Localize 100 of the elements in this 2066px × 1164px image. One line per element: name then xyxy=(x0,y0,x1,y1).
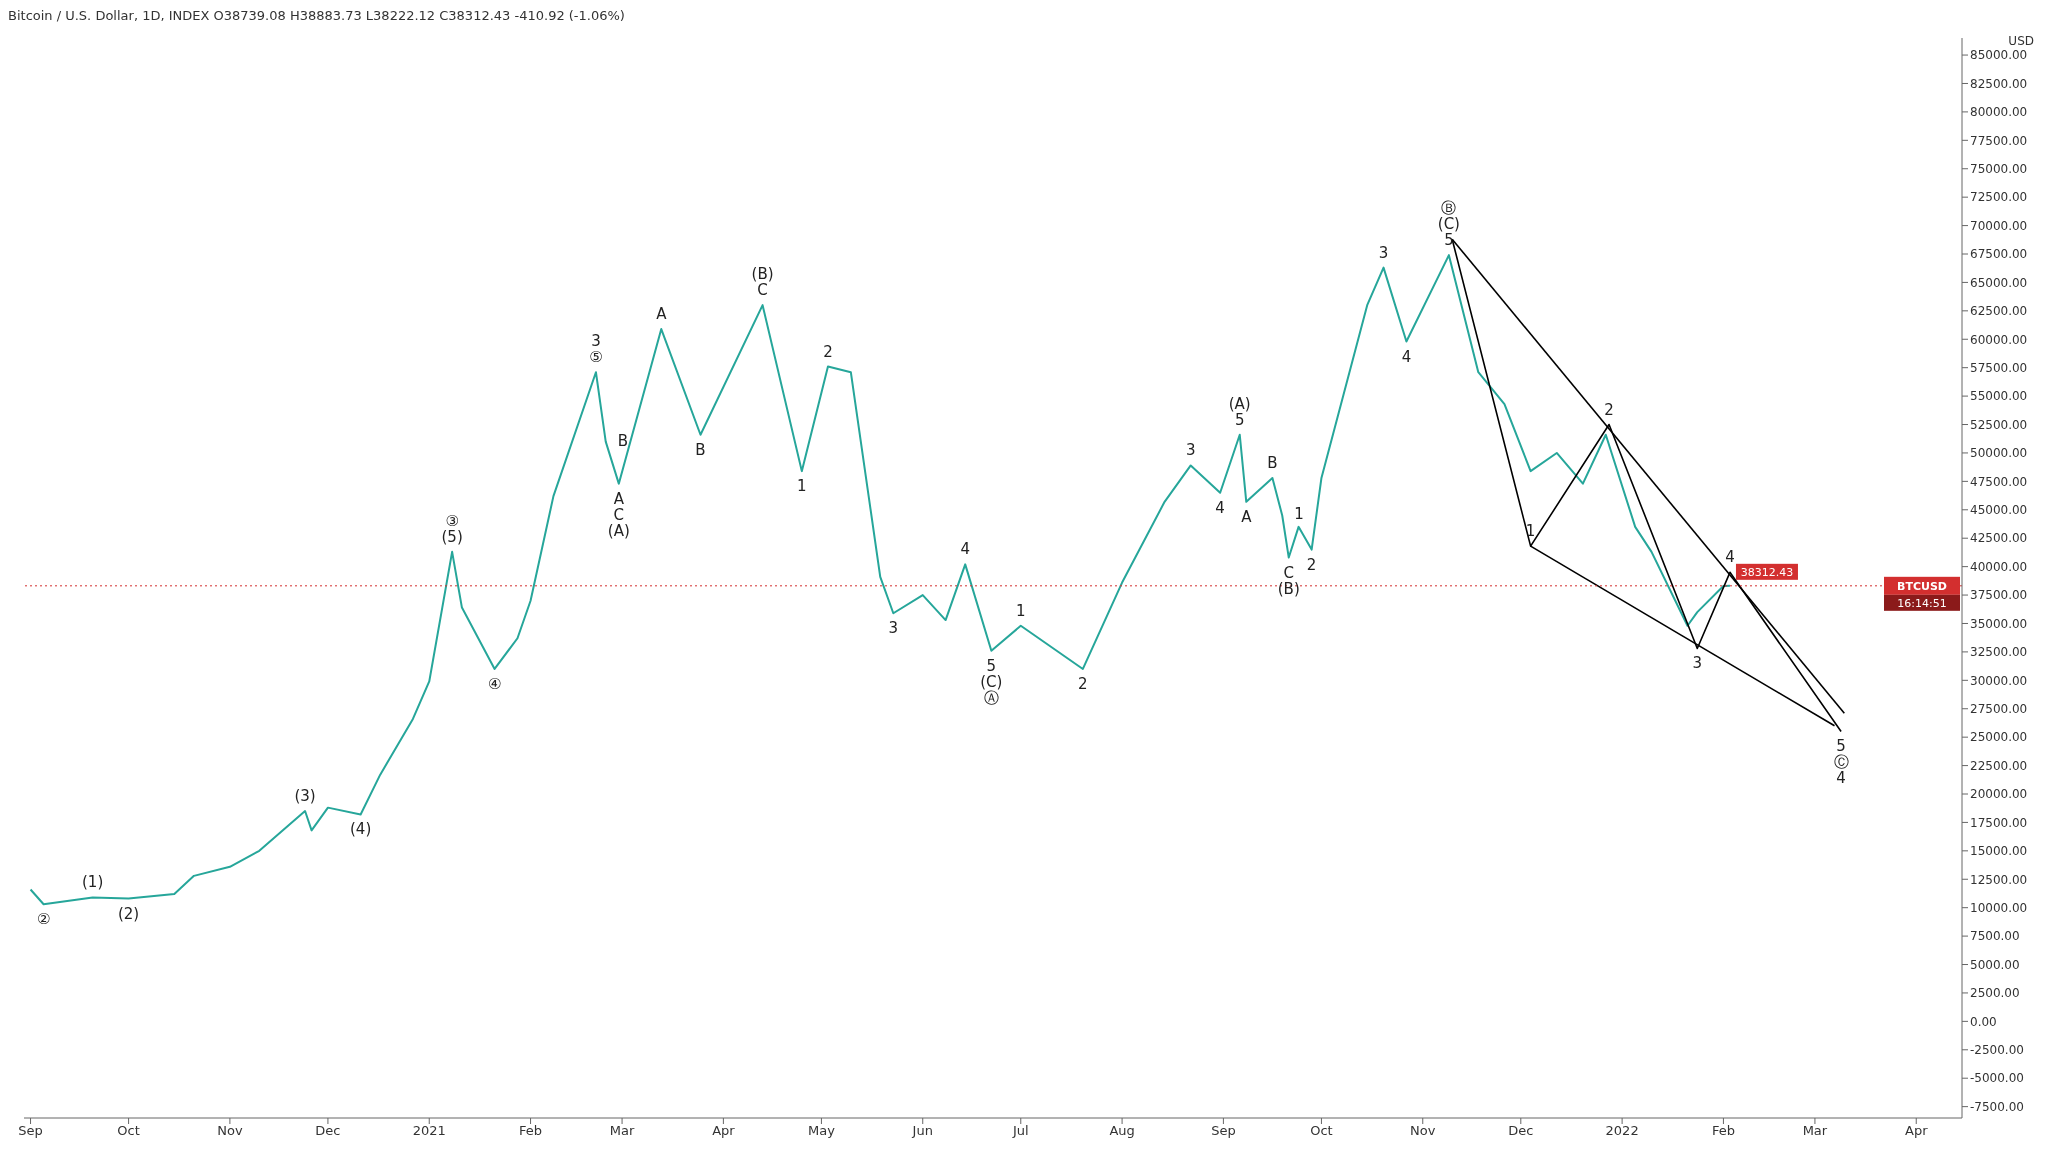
y-tick-label: 45000.00 xyxy=(1970,503,2028,518)
annotation: (C) xyxy=(1437,215,1460,234)
y-tick-label: 70000.00 xyxy=(1970,218,2028,233)
annotation: (4) xyxy=(349,820,372,839)
annotation: 4 xyxy=(960,540,970,559)
y-tick-label: 40000.00 xyxy=(1970,559,2028,574)
y-tick-label: 60000.00 xyxy=(1970,332,2028,347)
annotation: 3 xyxy=(888,619,899,638)
annotation: (A) xyxy=(607,521,630,540)
annotation: B xyxy=(617,431,629,450)
chart-title: Bitcoin / U.S. Dollar, 1D, INDEX O38739.08 H38883.73 L38222.12 C38312.43 -410.92 (-1.06%) xyxy=(8,8,626,25)
y-tick-label: 57500.00 xyxy=(1970,360,2028,375)
x-tick-label: Mar xyxy=(1802,1123,1828,1139)
annotation: (5) xyxy=(441,527,463,546)
y-tick-label: 77500.00 xyxy=(1970,133,2028,148)
y-tick-label: 75000.00 xyxy=(1970,162,2028,176)
annotation: B xyxy=(695,440,706,459)
annotation: (C) xyxy=(980,672,1003,691)
y-tick-label: 62500.00 xyxy=(1970,304,2028,319)
annotation: 3 xyxy=(1692,654,1703,673)
x-tick-label: 2022 xyxy=(1605,1123,1639,1139)
y-tick-label: 12500.00 xyxy=(1970,872,2028,887)
annotation: 3 xyxy=(1185,441,1196,460)
ref-line-label: BTCUSD xyxy=(1897,579,1947,593)
y-tick-label: 32500.00 xyxy=(1970,645,2028,660)
y-tick-label: 22500.00 xyxy=(1970,758,2028,773)
x-tick-label: Apr xyxy=(712,1123,736,1139)
y-tick-label: 80000.00 xyxy=(1970,105,2028,120)
x-tick-label: Dec xyxy=(315,1123,341,1139)
annotation: (1) xyxy=(82,873,104,892)
y-tick-label: 27500.00 xyxy=(1970,702,2028,716)
annotation: 16:14:51 xyxy=(1897,596,1947,610)
y-tick-label: -2500.00 xyxy=(1970,1043,2024,1058)
x-tick-label: Nov xyxy=(217,1123,243,1139)
annotation: (B) xyxy=(751,265,774,284)
annotation: 3 xyxy=(1378,243,1389,262)
annotation: 5 xyxy=(1234,410,1245,429)
y-tick-label: 2500.00 xyxy=(1970,986,2020,1001)
y-axis-title: USD xyxy=(2008,33,2034,48)
annotation: 2 xyxy=(1078,674,1088,693)
annotation: (A) xyxy=(1228,394,1251,413)
y-tick-label: 67500.00 xyxy=(1970,247,2028,262)
y-tick-label: 72500.00 xyxy=(1970,190,2028,205)
annotation: 3 xyxy=(591,332,601,351)
annotation: 4 xyxy=(1725,548,1735,567)
y-tick-label: 82500.00 xyxy=(1970,76,2028,91)
annotation: 2 xyxy=(1604,400,1614,419)
annotation: ⑤ xyxy=(589,348,603,367)
annotation: C xyxy=(757,281,768,300)
annotation: 1 xyxy=(797,477,807,496)
y-tick-label: 37500.00 xyxy=(1970,588,2028,603)
x-tick-label: Dec xyxy=(1508,1123,1534,1139)
x-tick-label: May xyxy=(807,1123,836,1139)
y-tick-label: 17500.00 xyxy=(1970,815,2028,830)
annotation: ② xyxy=(36,910,51,929)
y-tick-label: 52500.00 xyxy=(1970,417,2028,432)
y-tick-label: 55000.00 xyxy=(1970,389,2028,404)
x-tick-label: 2021 xyxy=(412,1123,446,1139)
x-tick-label: Aug xyxy=(1109,1123,1135,1139)
annotation: (B) xyxy=(1277,579,1300,598)
annotation: Ⓑ xyxy=(1441,199,1457,218)
x-tick-label: Sep xyxy=(18,1123,43,1139)
annotation: 1 xyxy=(1016,601,1026,620)
y-tick-label: 15000.00 xyxy=(1970,844,2028,859)
annotation: ④ xyxy=(487,674,502,693)
y-tick-label: 65000.00 xyxy=(1970,275,2028,290)
annotation: B xyxy=(1267,453,1278,472)
annotation: 5 xyxy=(986,656,997,675)
annotation: 4 xyxy=(1215,498,1225,517)
y-tick-label: 30000.00 xyxy=(1970,673,2028,688)
annotation: Ⓒ xyxy=(1833,753,1849,772)
data-label: 38312.43 xyxy=(1740,565,1794,579)
annotation: 1 xyxy=(1294,505,1304,524)
y-tick-label: 10000.00 xyxy=(1970,900,2028,915)
x-tick-label: Oct xyxy=(117,1123,140,1139)
annotation: C xyxy=(613,505,625,524)
y-tick-label: 42500.00 xyxy=(1970,531,2028,546)
y-tick-label: 5000.00 xyxy=(1970,957,2020,972)
annotation: 2 xyxy=(823,342,833,361)
x-tick-label: Jun xyxy=(911,1123,933,1139)
annotation: Ⓐ xyxy=(983,688,999,707)
annotation: C xyxy=(1283,563,1295,582)
annotation: (2) xyxy=(117,904,140,923)
annotation: 4 xyxy=(1401,347,1412,366)
y-tick-label: 20000.00 xyxy=(1970,787,2028,802)
annotation: 4 xyxy=(1836,769,1846,788)
y-tick-label: 25000.00 xyxy=(1970,730,2028,745)
annotation: A xyxy=(613,489,625,508)
x-tick-label: Apr xyxy=(1905,1123,1929,1139)
annotation: 1 xyxy=(1525,522,1536,541)
annotation: A xyxy=(1241,507,1253,526)
x-tick-label: Nov xyxy=(1410,1123,1436,1139)
x-tick-label: Sep xyxy=(1211,1123,1236,1139)
annotation: 2 xyxy=(1306,555,1317,574)
y-tick-label: 47500.00 xyxy=(1970,474,2028,489)
y-tick-label: 50000.00 xyxy=(1970,446,2028,461)
x-tick-label: Feb xyxy=(1711,1123,1735,1139)
y-tick-label: 35000.00 xyxy=(1970,616,2028,631)
x-tick-label: Jul xyxy=(1011,1123,1029,1139)
y-tick-label: 7500.00 xyxy=(1970,929,2020,944)
